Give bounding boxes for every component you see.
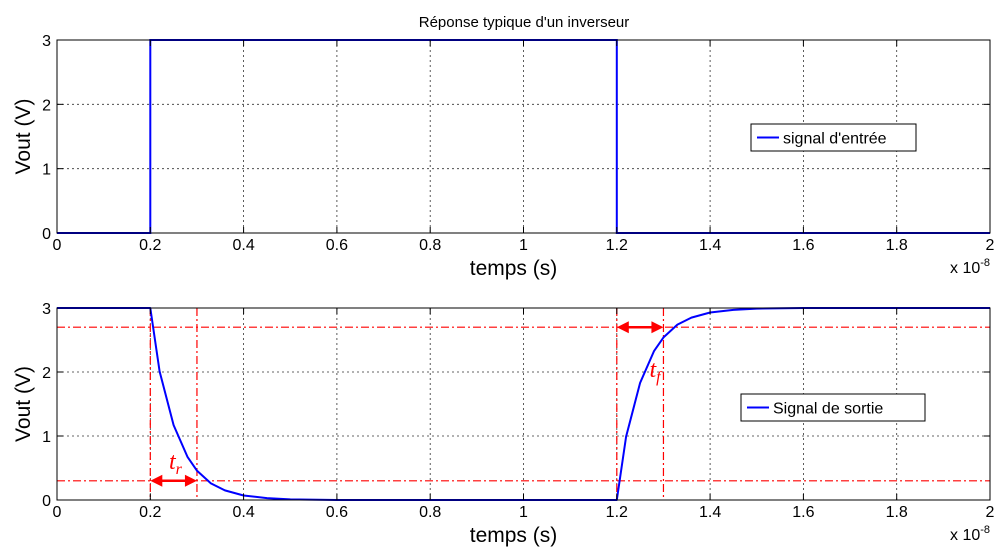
x-tick-label: 1 <box>519 237 528 254</box>
x-tick-label: 2 <box>986 237 995 254</box>
x-tick-label: 0.2 <box>139 237 161 254</box>
x-multiplier-base: x 10 <box>950 260 980 277</box>
rise-time-subscript: r <box>176 461 183 478</box>
x-axis-label: temps (s) <box>470 524 558 547</box>
x-tick-label: 0.2 <box>139 504 161 521</box>
x-tick-label: 1.8 <box>886 504 908 521</box>
x-tick-label: 2 <box>986 504 995 521</box>
y-axis-label: Vout (V) <box>12 99 35 175</box>
x-tick-label: 1.4 <box>699 237 721 254</box>
legend-label: signal d'entrée <box>783 131 887 148</box>
y-tick-label: 3 <box>42 33 51 50</box>
x-tick-label: 0.4 <box>232 504 254 521</box>
x-tick-label: 1.2 <box>606 237 628 254</box>
y-tick-label: 2 <box>42 97 51 114</box>
y-tick-label: 0 <box>42 493 51 510</box>
x-multiplier-exponent: -8 <box>980 524 990 536</box>
legend: signal d'entrée <box>751 124 916 151</box>
x-tick-label: 0.6 <box>326 504 348 521</box>
x-tick-label: 1.8 <box>886 237 908 254</box>
legend-label: Signal de sortie <box>773 401 883 418</box>
y-axis-label: Vout (V) <box>12 366 35 442</box>
chart-title: Réponse typique d'un inverseur <box>419 14 630 31</box>
legend: Signal de sortie <box>741 394 925 421</box>
x-tick-label: 1.6 <box>792 237 814 254</box>
x-tick-label: 0 <box>53 237 62 254</box>
x-tick-label: 0.8 <box>419 504 441 521</box>
x-tick-label: 0.4 <box>232 237 254 254</box>
x-tick-label: 1.6 <box>792 504 814 521</box>
x-tick-label: 0 <box>53 504 62 521</box>
x-axis-label: temps (s) <box>470 257 558 280</box>
x-tick-label: 1.4 <box>699 504 721 521</box>
y-tick-label: 1 <box>42 429 51 446</box>
y-tick-label: 0 <box>42 226 51 243</box>
x-tick-label: 0.6 <box>326 237 348 254</box>
x-tick-label: 1 <box>519 504 528 521</box>
y-tick-label: 3 <box>42 301 51 318</box>
x-multiplier-base: x 10 <box>950 527 980 544</box>
x-tick-label: 0.8 <box>419 237 441 254</box>
x-tick-label: 1.2 <box>606 504 628 521</box>
y-tick-label: 1 <box>42 162 51 179</box>
y-tick-label: 2 <box>42 365 51 382</box>
x-multiplier-exponent: -8 <box>980 257 990 269</box>
